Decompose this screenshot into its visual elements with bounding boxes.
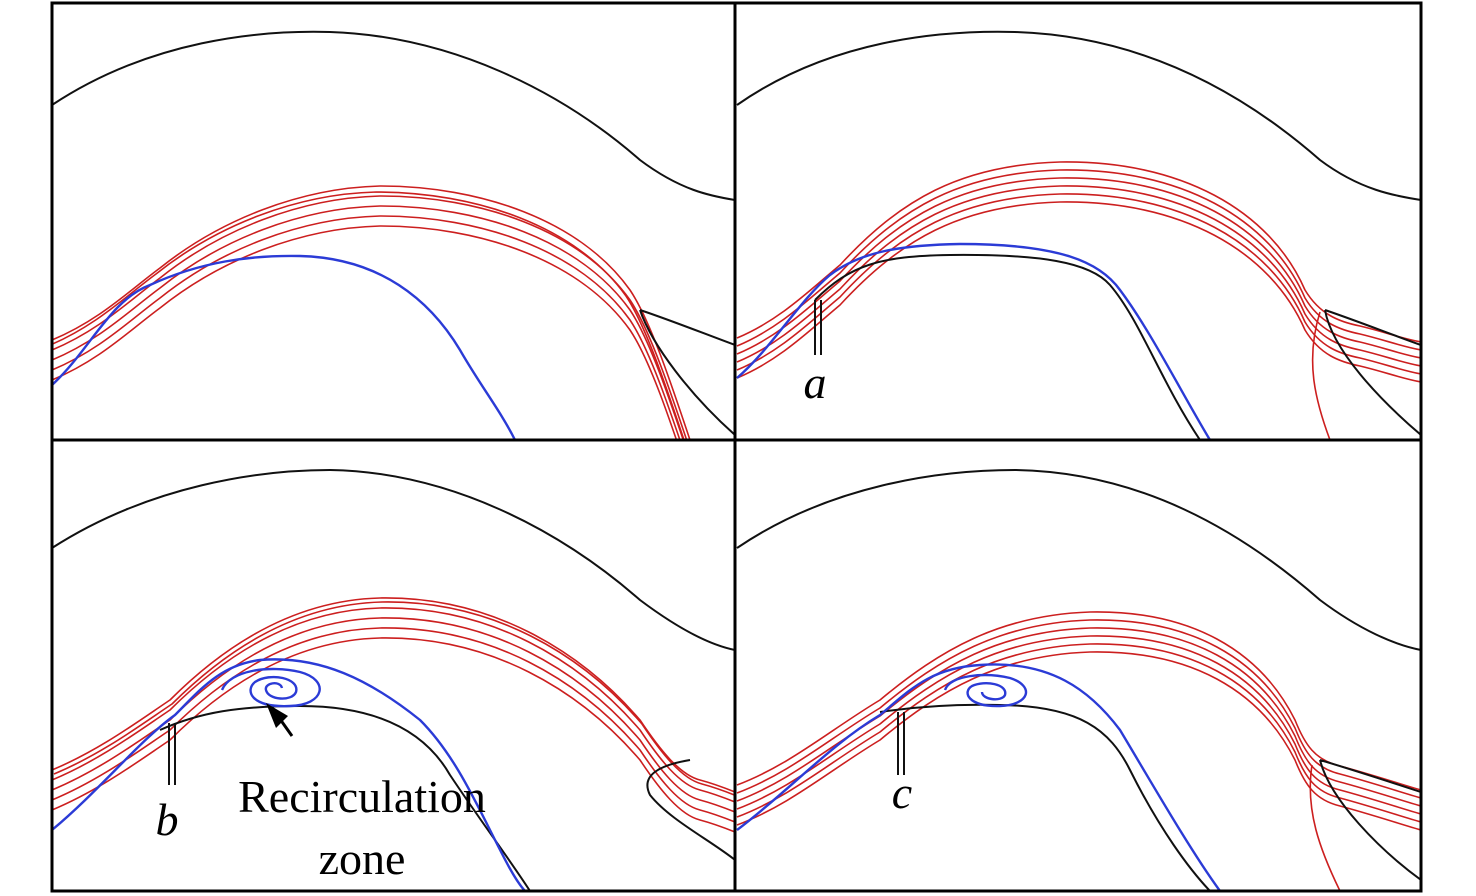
arrow-head — [266, 703, 288, 728]
blue-streamline — [52, 658, 526, 891]
label-c: c — [892, 767, 912, 818]
vortex — [943, 673, 1028, 708]
vortex — [220, 667, 321, 708]
blue-streamline — [736, 663, 1221, 891]
casing-curve — [736, 30, 1421, 201]
blue-streamline — [736, 242, 1212, 440]
blade — [646, 759, 735, 861]
label-a: a — [804, 357, 827, 408]
blade — [639, 309, 735, 436]
red-streamline-down — [1311, 311, 1331, 440]
casing-curve — [52, 30, 735, 201]
probe — [168, 723, 176, 785]
red-streamline-down — [1309, 764, 1341, 891]
blade — [1319, 759, 1421, 881]
panel-top-right: a — [736, 30, 1421, 440]
body — [879, 703, 1211, 891]
red-streamlines — [52, 185, 691, 440]
probe — [814, 300, 822, 355]
red-streamlines — [736, 611, 1421, 831]
label-b: b — [156, 794, 179, 845]
panel-bottom-left: b Recirculation zone — [52, 468, 735, 891]
panel-bottom-right: c — [736, 468, 1421, 891]
body — [814, 253, 1201, 440]
annotation-line1: Recirculation — [238, 771, 486, 822]
probe — [897, 712, 905, 775]
blue-streamline — [52, 254, 517, 440]
body — [159, 704, 531, 891]
panel-top-left — [52, 30, 735, 440]
casing-curve — [52, 468, 735, 651]
casing-curve — [736, 468, 1421, 651]
annotation-line2: zone — [319, 833, 406, 884]
blade — [1324, 309, 1421, 436]
red-streamlines — [736, 161, 1421, 383]
